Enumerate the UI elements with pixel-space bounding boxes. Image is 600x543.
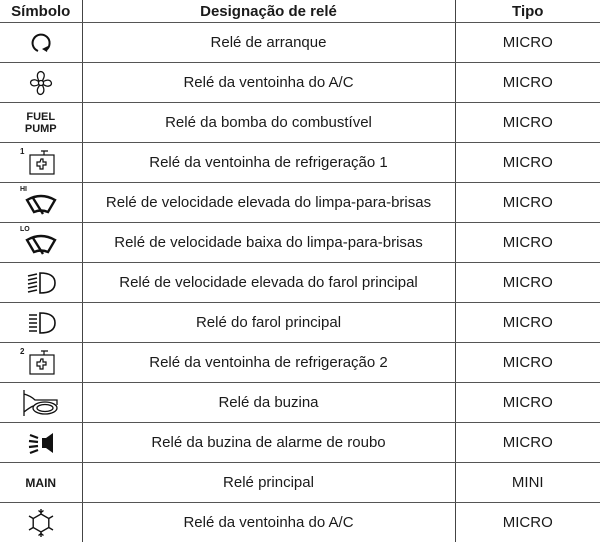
table-row: Relé de velocidade elevada do farol prin… [0,262,600,303]
type-cell: MICRO [454,422,600,463]
table-row: FUEL PUMP Relé da bomba do combustível M… [0,102,600,143]
designation-cell: Relé da buzina [81,382,455,423]
header-symbol: Símbolo [0,0,82,23]
type-cell: MINI [454,462,600,503]
designation-cell: Relé da buzina de alarme de roubo [81,422,455,463]
high-beam-icon [27,271,56,294]
snowflake-icon [28,508,54,537]
table-row: Relé de arranque MICRO [0,22,600,63]
designation-cell: Relé da ventoinha do A/C [81,502,455,542]
symbol-cell [0,422,82,463]
designation-cell: Relé do farol principal [81,302,455,343]
symbol-cell: 1 [0,142,82,183]
designation-cell: Relé de velocidade elevada do farol prin… [81,262,455,303]
type-cell: MICRO [454,382,600,423]
symbol-cell: LO [0,222,82,263]
designation-cell: Relé de velocidade baixa do limpa-para-b… [81,222,455,263]
table-row: HI Relé de velocidade elevada do limpa-p… [0,182,600,223]
wiper-icon [25,234,57,255]
header-designation: Designação de relé [81,0,455,23]
type-cell: MICRO [454,142,600,183]
table-row: Relé do farol principal MICRO [0,302,600,343]
header-row: Símbolo Designação de relé Tipo [0,0,600,23]
type-cell: MICRO [454,262,600,303]
main-label: MAIN [25,475,57,490]
table-row: LO Relé de velocidade baixa do limpa-par… [0,222,600,263]
symbol-cell: HI [0,182,82,223]
symbol-cell [0,62,82,103]
symbol-cell: FUEL PUMP [0,102,82,143]
icon-label: 2 [20,347,25,356]
symbol-cell [0,22,82,63]
symbol-cell [0,503,82,543]
symbol-cell [0,302,82,343]
type-cell: MICRO [454,62,600,103]
type-cell: MICRO [454,182,600,223]
designation-cell: Relé de arranque [81,22,455,63]
icon-label: HI [20,186,27,193]
table-row: 2 Relé da ventoinha de refrigeração 2 MI… [0,342,600,383]
header-type: Tipo [454,0,600,23]
table-row: Relé da ventoinha do A/C MICRO [0,502,600,543]
symbol-cell: MAIN [0,462,82,503]
designation-cell: Relé principal [81,462,455,503]
type-cell: MICRO [454,502,600,542]
symbol-cell: 2 [0,342,82,383]
radiator-fan-icon [29,349,55,375]
table-row: Relé da buzina MICRO [0,382,600,423]
wiper-icon [25,194,57,215]
table-row: Relé da buzina de alarme de roubo MICRO [0,422,600,463]
type-cell: MICRO [454,102,600,143]
rotation-arrow-icon [31,33,51,52]
table-row: MAIN Relé principal MINI [0,462,600,503]
alarm-siren-icon [28,432,53,454]
table-row: 1 Relé da ventoinha de refrigeração 1 MI… [0,142,600,183]
icon-label: 1 [20,147,25,156]
radiator-fan-icon [29,149,55,175]
type-cell: MICRO [454,222,600,263]
horn-icon [23,389,58,416]
fuel-pump-label: FUEL PUMP [24,110,57,135]
designation-cell: Relé da ventoinha de refrigeração 2 [81,342,455,383]
type-cell: MICRO [454,342,600,383]
designation-cell: Relé da ventoinha de refrigeração 1 [81,142,455,183]
table-row: Relé da ventoinha do A/C MICRO [0,62,600,103]
type-cell: MICRO [454,302,600,343]
symbol-cell [0,382,82,423]
designation-cell: Relé da ventoinha do A/C [81,62,455,103]
designation-cell: Relé de velocidade elevada do limpa-para… [81,182,455,223]
icon-label: LO [20,226,30,233]
fan-icon [29,70,52,95]
headlamp-icon [28,311,56,334]
designation-cell: Relé da bomba do combustível [81,102,455,143]
type-cell: MICRO [454,22,600,63]
symbol-cell [0,262,82,303]
